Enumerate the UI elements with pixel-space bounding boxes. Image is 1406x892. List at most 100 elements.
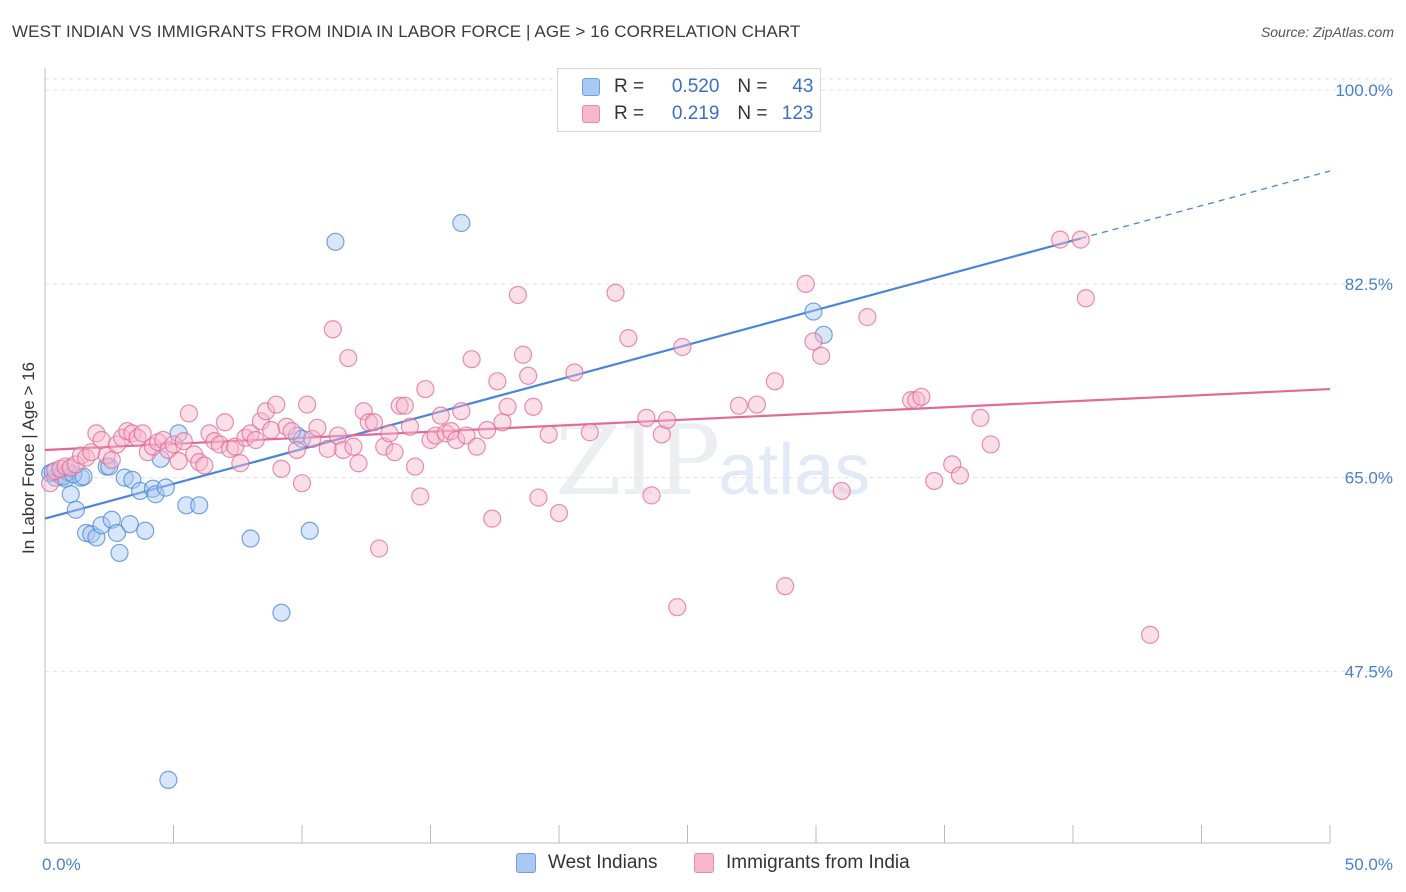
watermark-atlas: atlas: [718, 430, 871, 510]
point-immigrants-india: [1051, 230, 1070, 249]
legend-r-value: 0.520: [671, 76, 720, 97]
point-immigrants-india: [981, 435, 1000, 454]
legend-row-immigrants-india: R = 0.219 N = 123: [582, 102, 814, 126]
point-immigrants-india: [380, 424, 399, 443]
legend-item-west-indians[interactable]: West Indians: [516, 852, 657, 874]
point-immigrants-india: [580, 423, 599, 442]
point-immigrants-india: [565, 363, 584, 382]
point-immigrants-india: [508, 285, 527, 305]
point-immigrants-india: [272, 459, 291, 478]
point-west-indians: [300, 521, 319, 540]
point-west-indians: [66, 500, 85, 519]
point-immigrants-india: [1071, 230, 1090, 249]
point-immigrants-india: [169, 451, 188, 471]
legend-row-west-indians: R = 0.520 N = 43: [582, 75, 814, 99]
point-immigrants-india: [61, 458, 80, 477]
point-immigrants-india: [483, 509, 502, 528]
point-immigrants-india: [328, 426, 348, 445]
point-immigrants-india: [447, 430, 466, 450]
y-tick-label: 65.0%: [1345, 469, 1393, 488]
point-immigrants-india: [467, 437, 486, 456]
series-west-indians: [41, 213, 833, 789]
point-immigrants-india: [205, 432, 224, 451]
point-west-indians: [146, 485, 165, 504]
point-immigrants-india: [395, 396, 414, 415]
point-immigrants-india: [657, 410, 677, 430]
point-west-indians: [177, 496, 196, 515]
point-immigrants-india: [1076, 289, 1095, 308]
point-immigrants-india: [405, 457, 425, 476]
point-west-indians: [452, 213, 471, 233]
point-immigrants-india: [133, 424, 152, 443]
y-tick-label: 82.5%: [1345, 275, 1393, 294]
point-immigrants-india: [370, 539, 389, 558]
point-immigrants-india: [606, 283, 625, 302]
point-immigrants-india: [359, 413, 378, 432]
grid-lines: [45, 78, 1392, 672]
point-immigrants-india: [498, 397, 517, 416]
legend-r-label: R =: [614, 76, 645, 97]
tick-labels: 47.5% 65.0% 82.5% 100.0% 0.0% 50.0%: [42, 81, 1393, 874]
point-immigrants-india: [287, 440, 306, 460]
point-immigrants-india: [318, 439, 337, 458]
legend-item-immigrants-india[interactable]: Immigrants from India: [694, 852, 910, 874]
point-immigrants-india: [431, 406, 450, 425]
point-immigrants-india: [765, 372, 784, 391]
point-immigrants-india: [354, 402, 373, 421]
point-immigrants-india: [231, 454, 250, 473]
point-immigrants-india: [323, 320, 342, 339]
point-immigrants-india: [262, 420, 281, 440]
data-points: [41, 213, 1160, 789]
source-note[interactable]: Source: ZipAtlas.com: [1260, 24, 1394, 40]
point-immigrants-india: [195, 456, 214, 475]
point-immigrants-india: [901, 391, 921, 410]
y-tick-label: 47.5%: [1345, 662, 1393, 681]
point-west-indians: [156, 478, 175, 497]
point-immigrants-india: [215, 413, 234, 432]
point-immigrants-india: [796, 274, 815, 293]
x-tick-label: 0.0%: [42, 855, 81, 874]
point-immigrants-india: [477, 420, 497, 440]
point-immigrants-india: [174, 432, 193, 451]
point-immigrants-india: [729, 396, 749, 415]
point-immigrants-india: [1140, 625, 1160, 644]
legend-n-value: 123: [781, 103, 814, 124]
point-immigrants-india: [519, 366, 538, 385]
point-west-indians: [814, 325, 833, 344]
trend-line-immigrants-india: [44, 387, 1331, 452]
point-immigrants-india: [925, 471, 944, 491]
y-tick-label: 100.0%: [1335, 81, 1393, 100]
legend-n-value: 43: [792, 76, 814, 97]
legend-swatch-immigrants-india: [694, 853, 714, 873]
legend-r-label: R =: [614, 103, 645, 124]
series-legend: West Indians Immigrants from India: [0, 852, 1406, 878]
legend-swatch-west-indians: [582, 78, 600, 96]
watermark: ZIPatlas: [555, 405, 870, 517]
legend-r-value: 0.219: [671, 103, 720, 124]
point-immigrants-india: [344, 437, 363, 456]
point-west-indians: [241, 529, 260, 548]
x-tick-label: 50.0%: [1345, 855, 1393, 874]
point-immigrants-india: [400, 417, 420, 436]
legend-n-label: N =: [737, 103, 768, 124]
point-immigrants-india: [190, 453, 209, 472]
point-west-indians: [159, 770, 178, 789]
point-west-indians: [61, 485, 80, 504]
point-immigrants-india: [82, 443, 101, 462]
point-immigrants-india: [488, 372, 507, 391]
point-immigrants-india: [411, 487, 430, 506]
point-immigrants-india: [457, 426, 476, 445]
point-west-indians: [92, 516, 111, 535]
point-immigrants-india: [292, 474, 312, 493]
point-immigrants-india: [154, 430, 173, 450]
point-immigrants-india: [950, 466, 970, 485]
point-immigrants-india: [102, 450, 121, 470]
point-west-indians: [190, 496, 209, 515]
point-immigrants-india: [179, 404, 199, 423]
axes: [44, 68, 1331, 844]
point-immigrants-india: [637, 408, 656, 427]
point-immigrants-india: [549, 503, 569, 523]
legend-swatch-immigrants-india: [582, 105, 600, 123]
point-immigrants-india: [267, 395, 286, 414]
